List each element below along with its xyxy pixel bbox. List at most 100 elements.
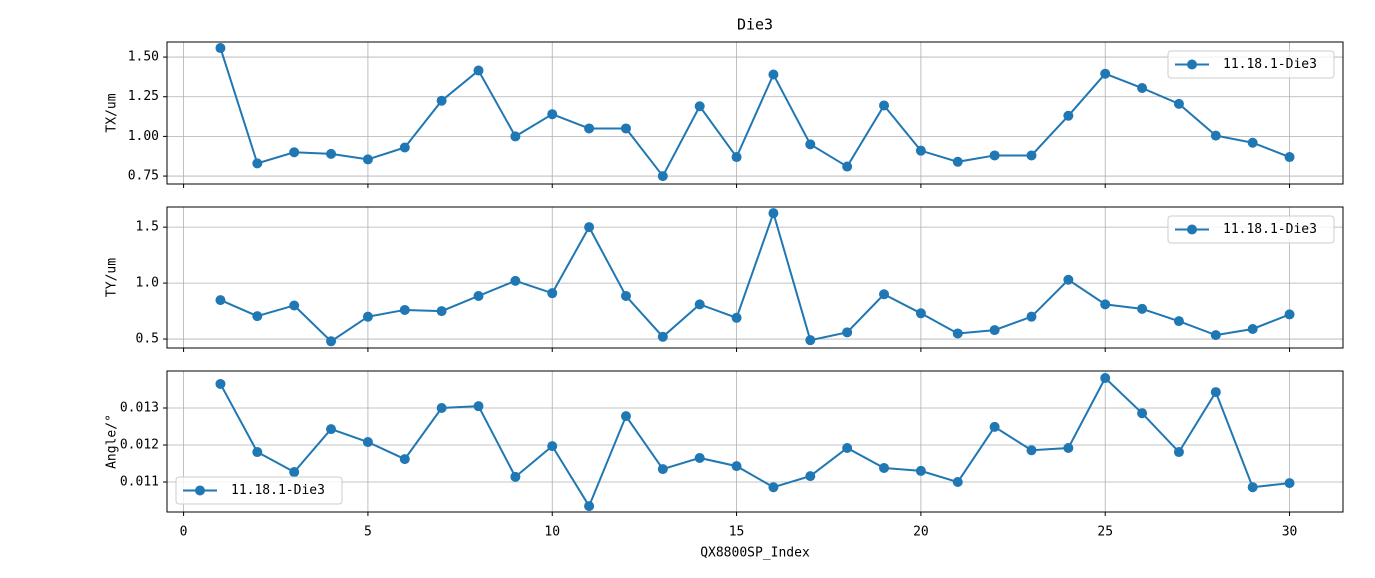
data-point: [252, 311, 263, 322]
y-tick-label: 0.012: [120, 438, 159, 453]
y-tick-label: 1.00: [128, 129, 159, 144]
data-point: [694, 299, 705, 310]
data-point: [694, 452, 705, 463]
data-point: [989, 421, 1000, 432]
data-point: [1284, 309, 1295, 320]
y-tick-label: 1.25: [128, 89, 159, 104]
data-point: [915, 308, 926, 319]
data-point: [1284, 152, 1295, 163]
data-point: [510, 131, 521, 142]
data-point: [473, 65, 484, 76]
axes-frame: [166, 206, 1344, 349]
x-tick-label: 10: [544, 525, 560, 540]
data-point: [1173, 447, 1184, 458]
data-point: [879, 289, 890, 300]
data-point: [620, 123, 631, 134]
data-point: [215, 43, 226, 54]
data-point: [989, 150, 1000, 161]
data-point: [731, 461, 742, 472]
y-axis-label: TX/um: [105, 93, 120, 132]
data-point: [694, 101, 705, 112]
y-tick-label: 0.011: [120, 475, 159, 490]
data-point: [547, 441, 558, 452]
data-point: [989, 325, 1000, 336]
data-point: [1284, 478, 1295, 489]
data-point: [1173, 98, 1184, 109]
data-point: [436, 306, 447, 317]
data-point: [1063, 274, 1074, 285]
y-tick-label: 1.0: [136, 276, 159, 291]
data-point: [584, 501, 595, 512]
data-point: [252, 158, 263, 169]
data-point: [952, 477, 963, 488]
data-point: [879, 462, 890, 473]
axes-frame: [166, 41, 1344, 185]
data-point: [289, 467, 300, 478]
data-point: [805, 471, 816, 482]
data-point: [1100, 299, 1111, 310]
data-point: [362, 311, 373, 322]
data-point: [915, 145, 926, 156]
data-point: [842, 442, 853, 453]
data-point: [1137, 83, 1148, 94]
data-point: [1210, 330, 1221, 341]
x-tick-label: 30: [1282, 525, 1298, 540]
data-point: [1063, 442, 1074, 453]
data-point: [584, 123, 595, 134]
data-point: [436, 403, 447, 414]
y-tick-label: 1.50: [128, 50, 159, 65]
x-tick-label: 20: [913, 525, 929, 540]
data-point: [1026, 150, 1037, 161]
data-point: [620, 290, 631, 301]
data-point: [215, 295, 226, 306]
data-point: [768, 208, 779, 219]
data-point: [805, 139, 816, 150]
legend-marker: [1187, 224, 1197, 235]
data-point: [399, 304, 410, 315]
data-point: [620, 411, 631, 422]
x-tick-label: 15: [729, 525, 745, 540]
chart-title: Die3: [737, 16, 773, 34]
data-point: [547, 109, 558, 120]
data-point: [1137, 408, 1148, 419]
x-axis-label: QX8800SP_Index: [700, 546, 810, 561]
data-point: [657, 331, 668, 342]
data-point: [1247, 482, 1258, 493]
series-line: [220, 209, 1290, 343]
data-point: [436, 95, 447, 106]
data-point: [1063, 110, 1074, 121]
x-tick-label: 5: [364, 525, 372, 540]
data-point: [768, 69, 779, 80]
x-tick-label: 25: [1097, 525, 1113, 540]
data-point: [915, 465, 926, 476]
axes-frame: [166, 370, 1344, 513]
data-point: [952, 328, 963, 339]
data-point: [362, 154, 373, 165]
data-point: [657, 464, 668, 475]
data-point: [326, 148, 337, 159]
data-point: [399, 142, 410, 153]
data-point: [731, 152, 742, 163]
data-point: [510, 471, 521, 482]
legend-label: 11.18.1-Die3: [1223, 57, 1317, 72]
data-point: [842, 161, 853, 172]
legend-label: 11.18.1-Die3: [231, 483, 325, 498]
y-tick-label: 0.013: [120, 401, 159, 416]
data-point: [768, 482, 779, 493]
data-point: [952, 156, 963, 167]
data-point: [289, 300, 300, 311]
data-point: [1137, 303, 1148, 314]
data-point: [1210, 387, 1221, 398]
data-point: [1100, 373, 1111, 384]
data-point: [731, 312, 742, 323]
data-point: [473, 401, 484, 412]
data-point: [842, 327, 853, 338]
data-point: [1173, 316, 1184, 327]
data-point: [657, 171, 668, 182]
legend-box: [1167, 50, 1335, 79]
y-tick-label: 0.75: [128, 169, 159, 184]
data-point: [1210, 130, 1221, 141]
y-tick-label: 0.5: [136, 332, 159, 347]
data-point: [399, 454, 410, 465]
